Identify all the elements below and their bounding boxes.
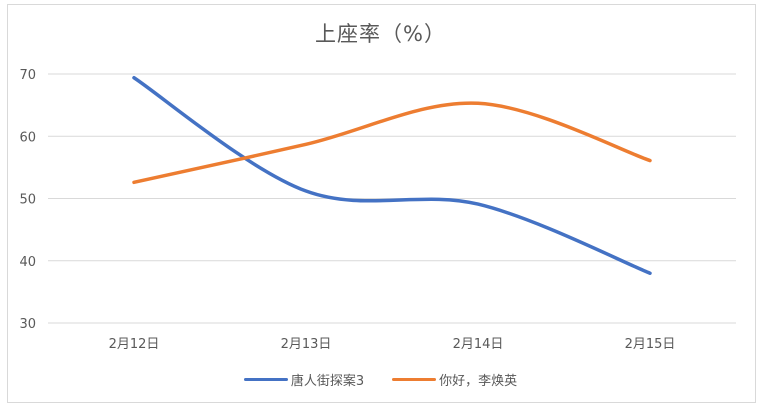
series-line-0[interactable] bbox=[132, 75, 652, 275]
gridlines bbox=[48, 73, 736, 324]
x-tick-label: 2月12日 bbox=[109, 337, 160, 352]
legend-item-nihao[interactable]: 你好，李焕英 bbox=[392, 370, 517, 389]
y-tick-label: 40 bbox=[19, 255, 36, 270]
x-tick-label: 2月15日 bbox=[625, 337, 676, 352]
chart-title: 上座率（%） bbox=[315, 22, 446, 46]
y-tick-label: 50 bbox=[19, 193, 36, 208]
legend-swatch-orange-icon bbox=[392, 378, 437, 381]
x-tick-label: 2月14日 bbox=[453, 337, 504, 352]
legend: 唐人街探案3 你好，李焕英 bbox=[0, 370, 761, 389]
series-lines bbox=[132, 75, 652, 275]
x-axis-labels: 2月12日 2月13日 2月14日 2月15日 bbox=[109, 337, 676, 352]
chart-area[interactable] bbox=[7, 4, 756, 403]
x-tick-label: 2月13日 bbox=[281, 337, 332, 352]
y-tick-label: 30 bbox=[19, 317, 36, 332]
y-tick-label: 60 bbox=[19, 130, 36, 145]
series-line-1[interactable] bbox=[132, 101, 652, 185]
legend-item-tangren[interactable]: 唐人街探案3 bbox=[243, 370, 365, 389]
legend-label: 唐人街探案3 bbox=[290, 374, 365, 389]
y-tick-label: 70 bbox=[19, 68, 36, 83]
y-axis-labels: 30 40 50 60 70 bbox=[19, 68, 36, 332]
legend-swatch-blue-icon bbox=[243, 378, 288, 381]
legend-label: 你好，李焕英 bbox=[439, 374, 518, 389]
